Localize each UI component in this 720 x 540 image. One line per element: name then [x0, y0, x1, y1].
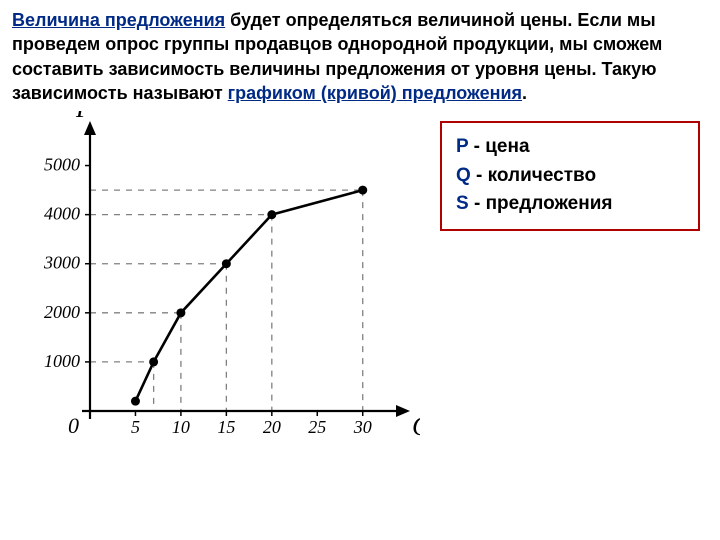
svg-text:P: P	[75, 111, 92, 123]
legend-symbol-p: P	[456, 136, 468, 157]
svg-text:25: 25	[308, 417, 326, 437]
svg-text:3000: 3000	[43, 253, 80, 273]
svg-text:1000: 1000	[44, 351, 80, 371]
supply-chart: 1000 2000 3000 4000 5000 5 10 15 20 25 30 0 P QS	[20, 111, 420, 471]
legend-desc-s: - предложения	[469, 193, 613, 214]
term-supply-curve: графиком (кривой) предложения	[228, 83, 522, 103]
svg-text:20: 20	[263, 417, 281, 437]
svg-text:30: 30	[353, 417, 372, 437]
svg-text:15: 15	[217, 417, 235, 437]
term-supply-quantity: Величина предложения	[12, 10, 225, 30]
svg-text:2000: 2000	[44, 302, 80, 322]
legend-symbol-q: Q	[456, 165, 471, 186]
svg-text:5000: 5000	[44, 155, 80, 175]
header-end: .	[522, 83, 527, 103]
legend-item-s: S - предложения	[456, 190, 684, 219]
legend-desc-q: - количество	[471, 165, 596, 186]
legend-symbol-s: S	[456, 193, 469, 214]
svg-text:4000: 4000	[44, 204, 80, 224]
svg-text:5: 5	[131, 417, 140, 437]
svg-text:0: 0	[68, 413, 79, 438]
legend-item-q: Q - количество	[456, 162, 684, 191]
legend-desc-p: - цена	[468, 136, 529, 157]
svg-text:10: 10	[172, 417, 190, 437]
legend-item-p: P - цена	[456, 133, 684, 162]
legend-box: P - цена Q - количество S - предложения	[440, 121, 700, 231]
header-text: Величина предложения будет определяться …	[0, 0, 720, 111]
svg-text:QS: QS	[412, 412, 420, 445]
